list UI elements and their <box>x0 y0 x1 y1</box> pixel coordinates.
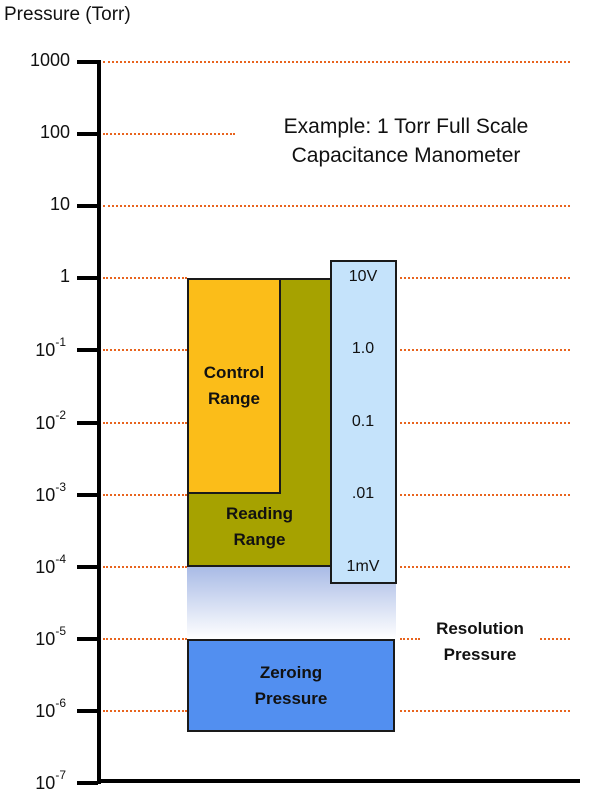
gridline <box>400 565 570 568</box>
gridline <box>400 421 570 424</box>
gridline <box>103 349 187 352</box>
y-tick-mark <box>77 276 98 281</box>
caption-line-2: Capacitance Manometer <box>291 144 521 167</box>
y-tick-label: 10-6 <box>0 695 66 722</box>
y-tick-mark <box>77 564 98 569</box>
resolution-label-2: Pressure <box>443 645 517 664</box>
y-tick-base: 10 <box>35 556 56 577</box>
y-tick-mark <box>77 492 98 497</box>
gridline <box>103 205 570 208</box>
gridline <box>103 637 187 640</box>
y-tick-mark <box>77 132 98 137</box>
y-tick-label: 10 <box>0 194 70 215</box>
zeroing-label-1: Zeroing <box>259 662 323 682</box>
y-tick-label: 10-7 <box>0 768 66 794</box>
y-tick-base: 1 <box>59 266 70 287</box>
y-tick-exponent: -4 <box>55 551 66 566</box>
voltage-label: .01 <box>351 485 375 502</box>
y-tick-exponent: -3 <box>55 479 66 494</box>
zeroing-pressure-box: Zeroing Pressure <box>187 639 395 732</box>
reading-range-label-2: Range <box>233 530 286 549</box>
caption-line-1: Example: 1 Torr Full Scale <box>283 115 529 138</box>
gridline <box>103 133 235 136</box>
y-tick-exponent: -5 <box>55 623 66 638</box>
y-tick-label: 10-5 <box>0 623 66 650</box>
y-tick-base: 10 <box>35 628 56 649</box>
y-tick-mark <box>77 708 98 713</box>
reading-range-label-1: Reading <box>225 504 294 523</box>
y-tick-label: 10-1 <box>0 335 66 361</box>
y-tick-mark <box>77 204 98 209</box>
gridline <box>103 277 187 280</box>
gridline <box>103 709 187 712</box>
gridline <box>400 709 570 712</box>
y-tick-exponent: -2 <box>55 407 66 422</box>
y-tick-label: 10-3 <box>0 479 66 506</box>
y-tick-base: 10 <box>35 700 56 721</box>
voltage-label: 1mV <box>346 558 380 575</box>
y-tick-label: 1000 <box>0 50 70 71</box>
y-tick-exponent: -6 <box>55 695 66 710</box>
resolution-pressure-label: Resolution Pressure <box>420 614 540 670</box>
gridline <box>400 277 570 280</box>
zeroing-label-2: Pressure <box>254 688 328 708</box>
y-tick-base: 10 <box>35 484 56 505</box>
y-tick-mark <box>77 636 98 641</box>
y-tick-base: 100 <box>39 122 70 143</box>
y-axis-line <box>97 60 101 784</box>
y-tick-label: 10-4 <box>0 551 66 578</box>
y-tick-base: 10 <box>35 773 56 793</box>
gridline <box>103 493 187 496</box>
y-tick-base: 10 <box>49 194 70 215</box>
gridline <box>103 565 187 568</box>
y-tick-label: 10-2 <box>0 407 66 434</box>
voltage-label: 1.0 <box>351 340 375 357</box>
y-tick-label: 1 <box>0 266 70 287</box>
output-voltage-box <box>330 260 397 584</box>
y-tick-base: 1000 <box>29 50 70 70</box>
y-tick-mark <box>77 60 98 64</box>
y-tick-mark <box>77 781 98 785</box>
control-range-label-2: Range <box>208 389 260 408</box>
gridline <box>540 637 570 640</box>
y-tick-base: 10 <box>35 412 56 433</box>
gridline <box>103 421 187 424</box>
y-axis-title: Pressure (Torr) <box>4 4 131 25</box>
x-axis-line <box>97 779 580 783</box>
y-tick-exponent: -7 <box>55 768 66 782</box>
resolution-label-1: Resolution <box>436 619 524 638</box>
gridline <box>400 637 420 640</box>
y-tick-mark <box>77 420 98 425</box>
control-range-box: Control Range <box>187 278 281 494</box>
y-tick-label: 100 <box>0 122 70 143</box>
y-tick-mark <box>77 348 98 353</box>
voltage-label: 0.1 <box>351 413 375 430</box>
gridline <box>103 61 570 63</box>
diagram-caption: Example: 1 Torr Full Scale Capacitance M… <box>236 112 576 170</box>
gridline <box>400 349 570 352</box>
y-tick-base: 10 <box>35 340 56 361</box>
y-tick-exponent: -1 <box>55 335 66 350</box>
control-range-label-1: Control <box>203 363 265 382</box>
gridline <box>400 493 570 496</box>
voltage-label: 10V <box>348 268 378 285</box>
